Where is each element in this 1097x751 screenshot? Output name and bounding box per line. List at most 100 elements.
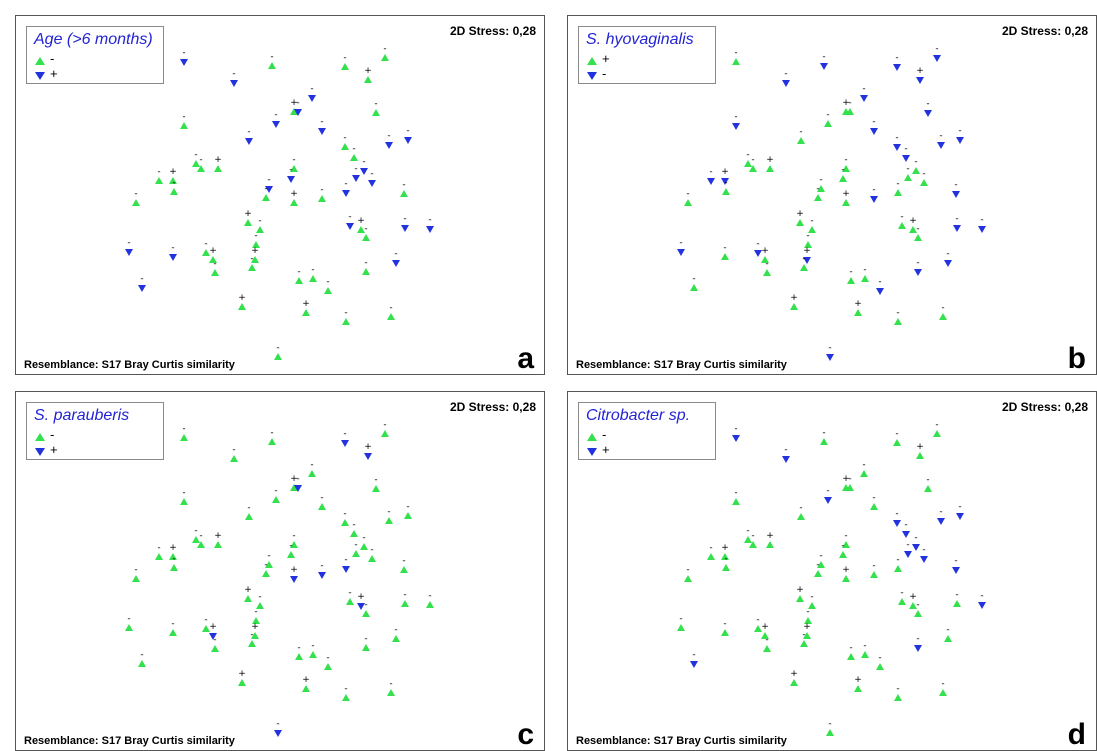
triangle-up-marker [290, 484, 298, 491]
triangle-down-marker [265, 186, 273, 193]
point-label: - [822, 52, 825, 62]
point-label: - [692, 650, 695, 660]
point-label: + [302, 675, 310, 685]
data-point: - [138, 274, 146, 292]
data-point: - [272, 110, 280, 128]
point-label: + [302, 299, 310, 309]
point-label: - [900, 588, 903, 598]
point-label: - [194, 526, 197, 536]
data-point: - [894, 684, 902, 701]
data-point: + [796, 585, 804, 602]
point-label: + [916, 442, 924, 452]
point-label: - [362, 533, 365, 543]
triangle-up-marker [308, 470, 316, 477]
point-label: + [909, 592, 917, 602]
triangle-up-marker [318, 195, 326, 202]
point-label: - [954, 180, 957, 190]
triangle-down-marker [245, 138, 253, 145]
point-label: + [290, 474, 298, 484]
data-point: + [238, 293, 246, 310]
point-label: - [802, 630, 805, 640]
legend-label: - [602, 427, 607, 442]
point-label: - [946, 249, 949, 259]
point-label: - [862, 460, 865, 470]
data-point: - [202, 615, 210, 632]
data-point: - [817, 551, 825, 568]
data-point: - [155, 543, 163, 560]
point-label: - [746, 526, 749, 536]
triangle-up-marker [244, 219, 252, 226]
triangle-up-marker [766, 541, 774, 548]
triangle-down-marker [138, 285, 146, 292]
point-label: + [251, 622, 259, 632]
data-point: - [804, 607, 812, 624]
point-label: + [244, 209, 252, 219]
point-label: + [209, 622, 217, 632]
scatter-plot-c: --- --++-------- +- +--- -- - ------ + --- --+- - +… [125, 420, 434, 737]
data-point: - [912, 157, 920, 174]
triangle-up-marker [372, 485, 380, 492]
resemblance-label: Resemblance: S17 Bray Curtis similarity [576, 359, 787, 371]
triangle-up-marker [744, 536, 752, 543]
triangle-up-marker [824, 120, 832, 127]
triangle-down-marker [180, 59, 188, 66]
data-point: - [826, 719, 834, 736]
triangle-up-marker [804, 241, 812, 248]
triangle-down-marker [820, 63, 828, 70]
point-label: + [251, 246, 259, 256]
triangle-down-marker [944, 260, 952, 267]
triangle-up-marker [352, 550, 360, 557]
data-point: - [138, 650, 146, 667]
data-point: - [401, 590, 409, 607]
triangle-down-marker [978, 226, 986, 233]
data-point: - [860, 460, 868, 477]
triangle-down-icon [587, 72, 597, 80]
triangle-up-marker [385, 517, 393, 524]
triangle-down-marker [346, 223, 354, 230]
triangle-up-marker [790, 679, 798, 686]
point-label: - [134, 565, 137, 575]
point-label: - [387, 507, 390, 517]
panel-letter: c [517, 718, 534, 751]
triangle-down-marker [893, 144, 901, 151]
triangle-up-marker [861, 651, 869, 658]
stress-label: 2D Stress: 0,28 [1001, 24, 1088, 38]
point-label: - [127, 238, 130, 248]
triangle-up-marker [763, 269, 771, 276]
point-label: - [734, 48, 737, 58]
data-point: + [251, 246, 259, 263]
triangle-up-marker [744, 160, 752, 167]
triangle-up-marker [268, 62, 276, 69]
scatter-plot-d: --- --++-------- +- +--- -- - ------ + --- --+- - +… [677, 420, 986, 736]
point-label: - [895, 53, 898, 63]
triangle-up-marker [309, 275, 317, 282]
triangle-up-marker [169, 177, 177, 184]
data-point: - [914, 224, 922, 241]
data-point: + [796, 209, 804, 226]
triangle-up-marker [341, 143, 349, 150]
data-point: - [360, 157, 368, 175]
data-point: - [953, 590, 961, 607]
triangle-up-marker [272, 496, 280, 503]
triangle-up-marker [839, 551, 847, 558]
panel-b: - - - - - + + - - - - - - - - + - + - - - - - - - - - - - - + - - - - - + - - +… [567, 15, 1097, 375]
triangle-down-marker [912, 544, 920, 551]
data-point: - [211, 635, 219, 652]
point-label: - [194, 150, 197, 160]
panel-letter: a [517, 342, 534, 375]
triangle-up-marker [796, 219, 804, 226]
triangle-down-marker [169, 254, 177, 261]
data-point: - [192, 150, 200, 167]
triangle-up-marker [341, 519, 349, 526]
triangle-up-marker [761, 256, 769, 263]
triangle-up-marker [170, 564, 178, 571]
data-point: - [952, 556, 960, 574]
data-point: - [721, 243, 729, 260]
triangle-down-marker [956, 137, 964, 144]
point-label: - [364, 258, 367, 268]
data-point: - [385, 507, 393, 524]
triangle-up-marker [248, 640, 256, 647]
point-label: - [199, 155, 202, 165]
triangle-up-marker [721, 553, 729, 560]
point-label: - [751, 531, 754, 541]
